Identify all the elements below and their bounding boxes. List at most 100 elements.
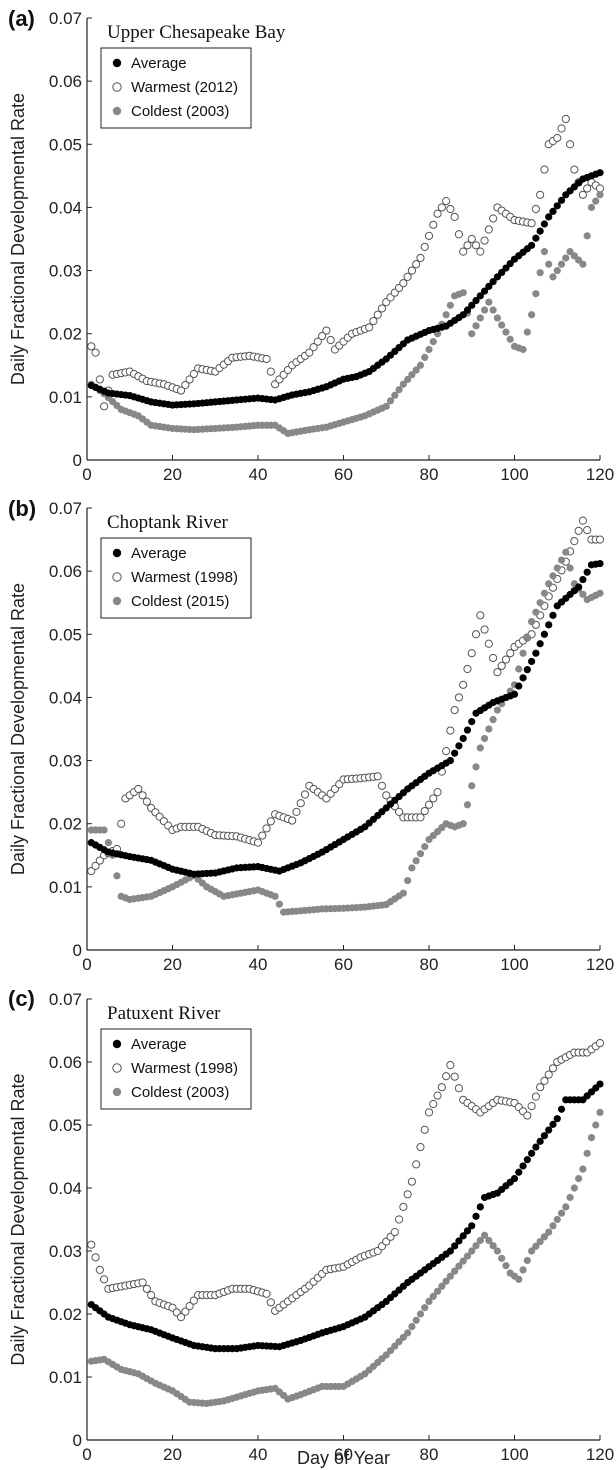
data-point [484, 639, 493, 648]
data-point [416, 1142, 425, 1152]
x-tick-label: 80 [420, 1445, 439, 1464]
data-point [262, 824, 271, 833]
x-tick-label: 0 [82, 465, 91, 484]
series-0 [87, 169, 604, 409]
data-point [463, 1227, 472, 1235]
data-point [596, 559, 604, 568]
data-point [386, 397, 395, 405]
data-point [181, 380, 190, 390]
data-point [506, 335, 514, 343]
data-point [596, 1108, 604, 1116]
data-point [493, 706, 501, 714]
data-point [540, 630, 549, 638]
data-point [502, 328, 510, 336]
data-point [578, 516, 588, 525]
legend-marker [112, 572, 122, 582]
data-point [429, 220, 438, 229]
legend-entry: Warmest (1998) [131, 1060, 238, 1077]
legend-marker [112, 548, 122, 558]
data-point [532, 234, 540, 242]
data-point [579, 260, 587, 268]
data-point [485, 1236, 493, 1245]
data-point [142, 797, 151, 806]
data-point [468, 782, 476, 790]
data-point [484, 225, 493, 234]
data-point [489, 306, 497, 314]
data-point [583, 232, 591, 240]
data-point [536, 269, 544, 277]
data-point [476, 1203, 484, 1211]
data-point [322, 326, 331, 335]
series-1 [87, 1039, 605, 1322]
data-point [95, 1265, 104, 1275]
chart-title: Choptank River [107, 512, 229, 533]
y-tick-label: 0.07 [49, 9, 82, 28]
data-point [399, 279, 408, 288]
data-point [412, 857, 420, 865]
data-point [540, 1233, 549, 1241]
data-point [498, 268, 506, 277]
data-point [403, 272, 412, 281]
y-tick-label: 0.03 [49, 1242, 82, 1261]
y-tick-label: 0.01 [49, 1368, 82, 1387]
y-tick-label: 0.05 [49, 135, 82, 154]
data-point [134, 784, 143, 794]
data-point [87, 866, 96, 876]
data-point [271, 892, 279, 900]
data-point [459, 734, 467, 743]
data-point [404, 876, 412, 885]
legend-box [100, 537, 252, 619]
data-point [416, 813, 425, 822]
data-point [545, 213, 553, 221]
data-point [472, 1212, 480, 1220]
data-point [493, 314, 501, 322]
data-point [421, 1304, 429, 1312]
data-point [377, 304, 387, 313]
data-point [390, 1228, 399, 1237]
series-2 [87, 191, 604, 438]
data-point [404, 1329, 412, 1337]
data-point [480, 734, 489, 743]
data-point [583, 526, 592, 535]
data-point [467, 234, 476, 244]
legend-marker [112, 1087, 122, 1097]
data-point [532, 1143, 540, 1151]
y-tick-label: 0.04 [49, 688, 82, 707]
data-point [596, 1080, 604, 1088]
data-point [471, 630, 481, 639]
data-point [579, 575, 587, 584]
data-point [476, 247, 485, 256]
data-point [305, 348, 314, 357]
x-tick-label: 100 [500, 465, 528, 484]
x-tick-label: 40 [249, 1445, 268, 1464]
data-point [536, 1083, 545, 1092]
data-point [549, 1120, 557, 1128]
data-point [519, 674, 527, 682]
data-point [459, 820, 467, 828]
data-point [566, 1193, 574, 1202]
data-point [300, 790, 310, 799]
data-point [425, 1297, 433, 1305]
data-point [519, 649, 527, 657]
data-point [540, 165, 549, 174]
data-point [408, 371, 416, 379]
data-point [510, 690, 519, 698]
data-point [472, 322, 480, 330]
y-tick-label: 0.05 [49, 625, 82, 644]
data-point [318, 331, 327, 341]
data-point [562, 548, 570, 556]
data-point [592, 1121, 600, 1129]
data-point [185, 1302, 194, 1311]
data-point [480, 625, 489, 634]
data-point [450, 705, 459, 715]
panel-letter: (a) [8, 6, 35, 31]
data-point [471, 241, 481, 250]
data-point [557, 556, 566, 564]
data-point [532, 608, 540, 616]
data-point [442, 311, 450, 319]
data-point [549, 207, 557, 215]
x-tick-label: 80 [420, 955, 439, 974]
data-point [553, 1215, 561, 1224]
x-tick-label: 100 [500, 1445, 528, 1464]
data-point [421, 843, 429, 851]
